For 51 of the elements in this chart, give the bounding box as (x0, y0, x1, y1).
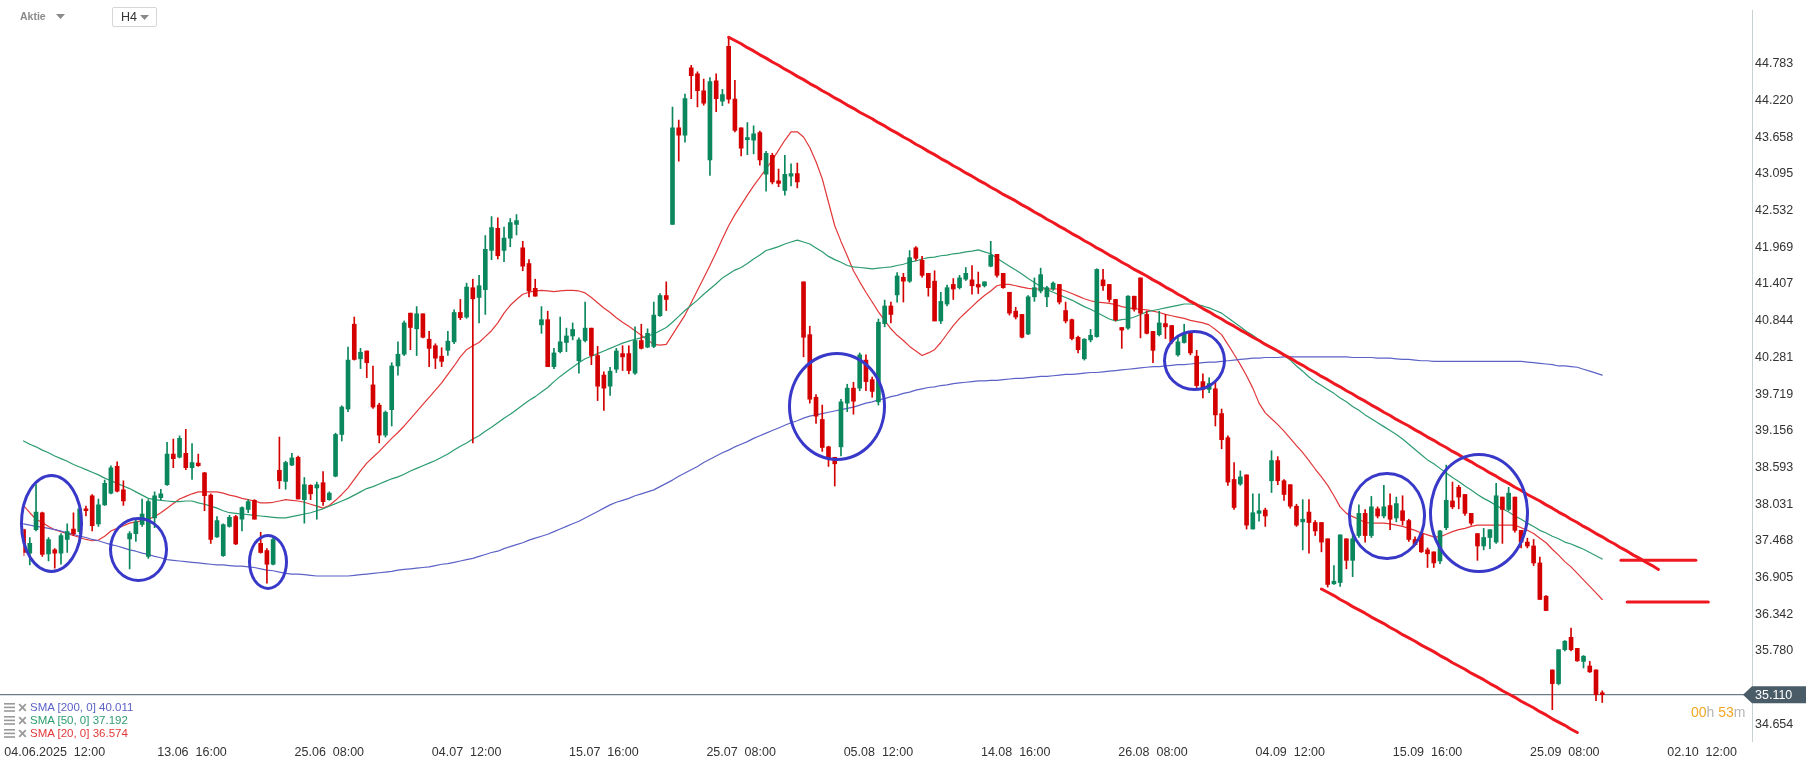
candlestick (1599, 690, 1605, 703)
candlestick (663, 281, 669, 311)
x-tick-label: 04.09 12:00 (1255, 744, 1326, 759)
y-tick-label: 34.654 (1755, 716, 1794, 731)
annotation: Aktie (20, 10, 46, 22)
candlestick (1256, 493, 1262, 522)
candlestick (470, 278, 476, 444)
x-tick-label: 26.08 08:00 (1118, 744, 1188, 759)
x-tick-label: 04.06.2025 12:00 (4, 744, 106, 759)
y-tick-label: 40.844 (1755, 313, 1794, 328)
y-tick-label: 44.783 (1755, 56, 1794, 71)
y-tick-label: 41.969 (1755, 239, 1794, 254)
y-tick-label: 39.719 (1755, 386, 1794, 401)
x-tick-label: 05.08 12:00 (843, 744, 914, 759)
y-tick-label: 42.532 (1755, 203, 1794, 218)
x-tick-label: 13.06 16:00 (157, 744, 227, 759)
candlestick (975, 271, 981, 294)
candlestick (314, 481, 320, 520)
y-tick-label: 40.281 (1755, 349, 1794, 364)
y-tick-label: 39.156 (1755, 423, 1794, 438)
y-tick-label: 37.468 (1755, 533, 1794, 548)
x-tick-label: 15.09 16:00 (1392, 744, 1463, 759)
x-tick-label: 02.10 12:00 (1667, 744, 1737, 759)
select-box: H4 (112, 7, 157, 27)
candlestick (170, 438, 176, 469)
annotation: H4 (121, 10, 137, 24)
y-tick-label: 38.031 (1755, 496, 1794, 511)
candlestick (676, 119, 682, 162)
text: SMA [20, 0] 36.574 (30, 727, 128, 740)
y-tick-label: 43.658 (1755, 129, 1794, 144)
x-tick-label: 04.07 12:00 (431, 744, 502, 759)
ref-line-label: 35.110 (1755, 687, 1793, 702)
x-tick-label: 25.07 08:00 (706, 744, 776, 759)
y-tick-label: 44.220 (1755, 92, 1794, 107)
y-tick-label: 35.780 (1755, 643, 1794, 658)
x-tick-label: 15.07 16:00 (569, 744, 639, 759)
candlestick (195, 453, 201, 467)
annotation: 00h 53m (1691, 703, 1746, 720)
y-tick-label: 36.905 (1755, 570, 1794, 585)
y-tick-label: 38.593 (1755, 459, 1794, 474)
candlestick (1119, 327, 1125, 349)
candlestick (950, 278, 956, 300)
y-tick-label: 41.407 (1755, 276, 1794, 291)
text: SMA [50, 0] 37.192 (30, 714, 128, 727)
x-tick-label: 25.06 08:00 (294, 744, 365, 759)
x-tick-label: 14.08 16:00 (980, 744, 1051, 759)
text: SMA [200, 0] 40.011 (30, 701, 134, 714)
y-tick-label: 43.095 (1755, 166, 1794, 181)
x-tick-label: 25.09 08:00 (1530, 744, 1600, 759)
candlestick (1300, 499, 1306, 551)
y-tick-label: 36.342 (1755, 606, 1794, 621)
